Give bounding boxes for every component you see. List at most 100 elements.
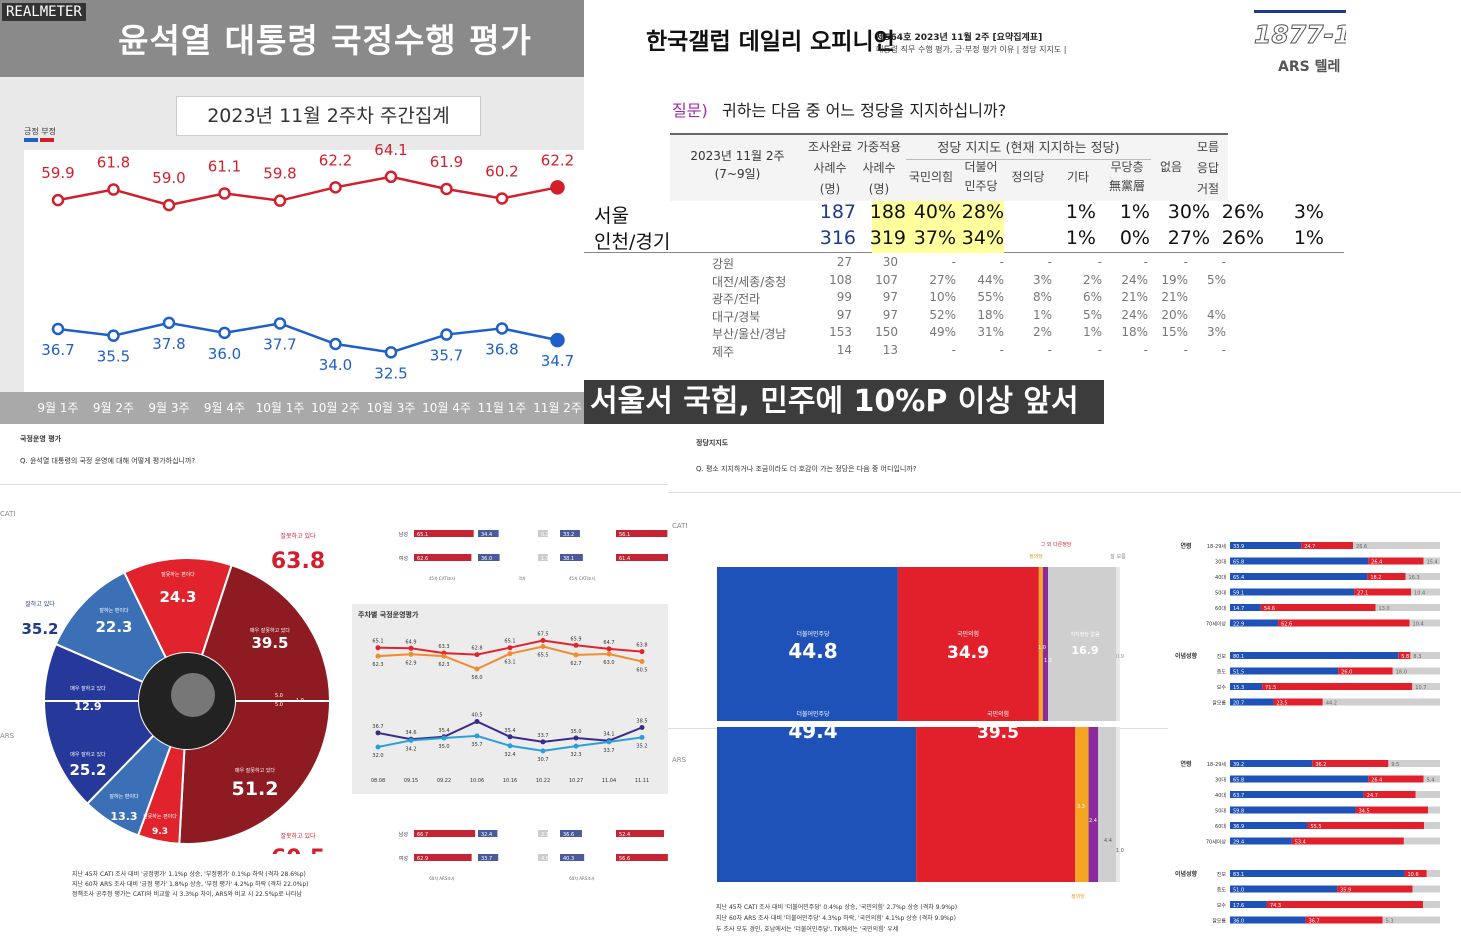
header-group: 정당 지지도 (현재 지지하는 정당)	[906, 137, 1151, 160]
cell-ind: -	[1143, 342, 1148, 357]
row-bar-seg	[1338, 667, 1393, 675]
trend-label: 35.0	[438, 744, 449, 750]
region-label: 인천/경기	[594, 231, 671, 253]
cell-jus: -	[1047, 342, 1052, 357]
trend-label: 64.7	[603, 640, 614, 646]
trend-label: 35.0	[570, 729, 581, 735]
trend-point	[474, 666, 480, 672]
h-ppp: 국민의힘	[908, 170, 954, 184]
row-label: 50대	[1215, 590, 1226, 597]
trend-x-tick: 11.11	[635, 778, 649, 784]
group-label: 이념성향	[1175, 870, 1198, 878]
data-point	[384, 346, 398, 359]
row-bar-label: 15.4	[1427, 560, 1438, 566]
cell-ppp: -	[951, 255, 956, 269]
row-bar-label: 59.8	[1233, 809, 1244, 815]
cell-n: 108	[829, 272, 852, 287]
row-bar-seg	[1426, 870, 1440, 877]
trend-point	[507, 734, 513, 740]
gender-bar-label: 40.3	[563, 856, 574, 862]
x-tick-label: 10월 1주	[256, 401, 305, 415]
table-header	[670, 133, 1228, 201]
gender-bar-seg	[616, 554, 668, 561]
row-bar-label: 5.4	[1427, 778, 1435, 784]
cell-none: 15%	[1161, 325, 1188, 339]
dk-cati-val: 0.9	[1116, 654, 1124, 660]
none-cati-value: 16.9	[1071, 644, 1098, 657]
cell-dem: -	[999, 342, 1004, 357]
row-bar-seg	[1230, 916, 1306, 924]
cell-ppp: -	[951, 342, 956, 357]
row-bar-seg	[1307, 822, 1425, 829]
demographic-bars: 연령 18-29세 33.9 24.7 26.6 30대 65.8 26.4 15.4 40대 65…	[1175, 542, 1440, 925]
row-bar-label: 18.2	[1370, 575, 1381, 581]
h-justice: 정의당	[1011, 170, 1045, 184]
group-label: 연령	[1180, 542, 1191, 550]
trend-label: 40.5	[471, 713, 482, 719]
ars-logo-sub: ARS 텔레	[1278, 59, 1341, 75]
row-bar-label: 14.7	[1233, 606, 1244, 612]
seg-value-c: 24.3	[159, 588, 196, 606]
data-label: 64.1	[374, 141, 407, 159]
data-point	[107, 329, 120, 342]
row-bar-seg	[1230, 667, 1339, 675]
dem-ars-value: 49.4	[788, 719, 837, 743]
row-bar-label: 51.0	[1233, 888, 1244, 894]
data-point	[218, 187, 231, 200]
trend-label: 65.5	[537, 653, 548, 659]
row-bar-label: 34.5	[1359, 809, 1370, 815]
none-ars-val: 4.4	[1104, 838, 1112, 844]
row-bar-label: 63.7	[1233, 793, 1244, 799]
row-bar-seg	[1353, 542, 1440, 549]
jus-ars-val: 3.3	[1077, 804, 1085, 810]
row-bar-label: 54.6	[1264, 606, 1275, 612]
row-bar-seg	[1230, 791, 1364, 798]
trend-point	[540, 638, 546, 643]
divider	[668, 492, 1461, 493]
row-bar-seg	[1403, 837, 1440, 845]
ars-tag: ARS	[0, 732, 15, 740]
small-row: 강원 27 30 - - - - - - -	[584, 255, 1284, 272]
data-label: 37.7	[263, 335, 296, 353]
row-bar-seg	[1230, 822, 1308, 829]
row-label: 40대	[1215, 574, 1226, 581]
data-label: 59.9	[41, 164, 74, 182]
row-bar-seg	[1368, 557, 1424, 565]
data-label: 36.8	[485, 340, 518, 358]
data-label: 37.8	[152, 335, 185, 353]
h-dem-b: 민주당	[964, 179, 998, 193]
trend-label: 30.7	[537, 757, 548, 763]
gender-bar-label: 66.7	[417, 832, 428, 838]
small-row: 대전/세종/충청 108 107 27% 44% 3% 2% 24% 19% 5%	[584, 273, 1284, 290]
cell-etc: 1%	[1065, 227, 1096, 249]
data-point	[329, 337, 342, 351]
cell-dem: 34%	[961, 227, 1004, 249]
trend-point	[573, 642, 579, 648]
stack-seg	[717, 567, 898, 721]
gender-label: 여성	[399, 855, 408, 862]
notes: 지난 45차 CATI 조사 대비 '더불어민주당' 0.4%p 상승, '국민…	[716, 902, 957, 935]
seg-label-a: 매우 잘하고 있다	[70, 685, 106, 692]
data-label: 60.2	[485, 162, 518, 180]
oth-cati-val: 1.3	[1044, 658, 1052, 664]
gender-bar-seg	[478, 854, 499, 861]
data-point	[550, 332, 565, 348]
row-bar-seg	[1404, 870, 1427, 877]
row-bar-seg	[1367, 573, 1406, 580]
cell-ind: 24%	[1121, 272, 1148, 287]
cell-x: 1%	[1293, 227, 1324, 249]
region-label: 서울	[594, 205, 629, 227]
trend-point	[507, 645, 513, 651]
data-label: 36.7	[41, 341, 74, 359]
row-bar-seg	[1230, 885, 1338, 893]
trend-point	[540, 748, 546, 754]
gender-bar-seg	[414, 554, 472, 561]
trend-label: 63.0	[603, 660, 614, 666]
row-bar-label: 44.2	[1326, 701, 1337, 707]
data-label: 36.0	[208, 345, 241, 363]
cell-jus: 1%	[1032, 307, 1052, 322]
cell-etc: 2%	[1082, 272, 1102, 287]
small-row: 광주/전라 99 97 10% 55% 8% 6% 21% 21%	[584, 290, 1284, 307]
gender-bar-seg	[414, 854, 472, 861]
question: Q. 윤석열 대통령의 국정 운영에 대해 어떻게 평가하십니까?	[20, 457, 196, 465]
